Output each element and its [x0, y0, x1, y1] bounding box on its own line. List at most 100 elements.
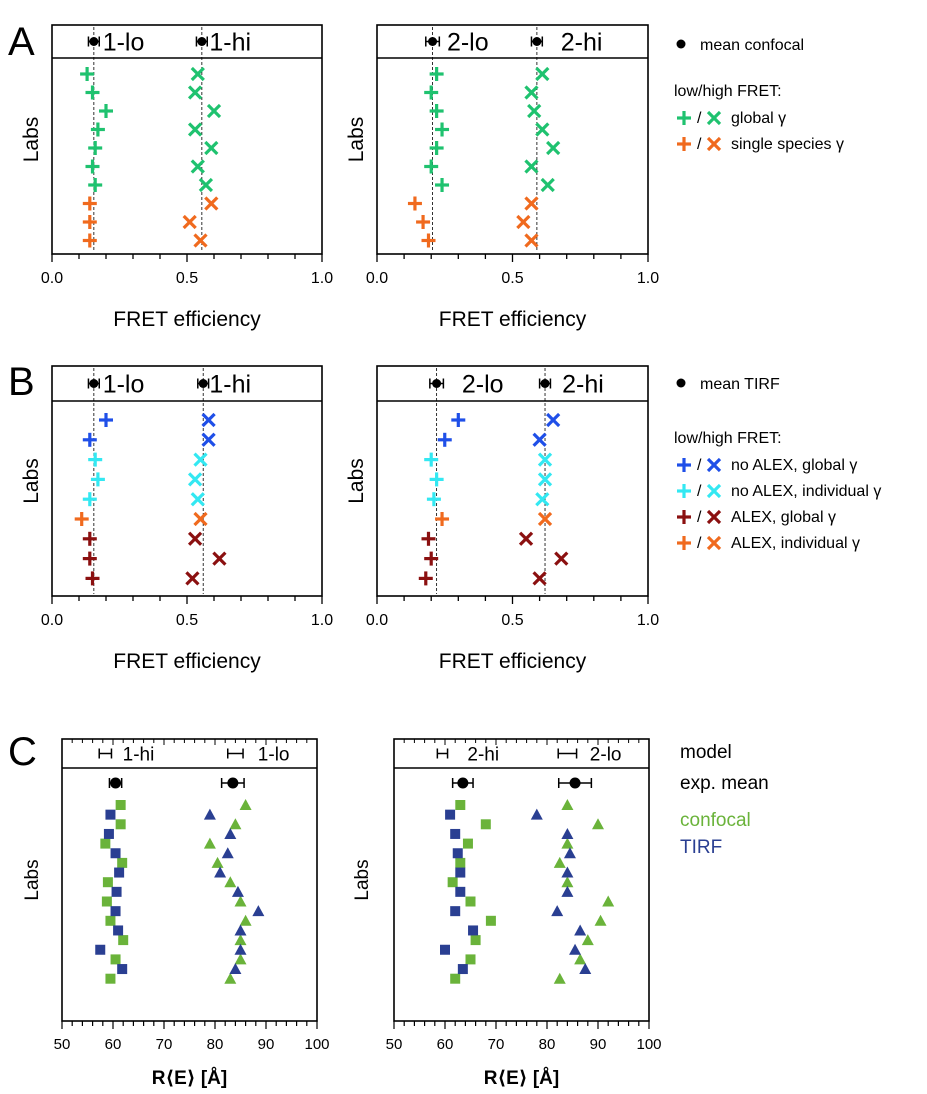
plot-frame: [393, 738, 650, 1022]
y-axis-label: Labs: [22, 859, 43, 900]
tirf-triangle: [229, 963, 242, 975]
tirf-triangle: [214, 866, 227, 878]
high-fret-marker: [204, 196, 219, 211]
confocal-square: [465, 896, 476, 907]
high-fret-marker-b: [193, 511, 208, 527]
tirf-triangle: [551, 905, 564, 917]
low-fret-marker: [85, 571, 100, 586]
x-tick-label: 0.0: [41, 270, 63, 287]
exp-mean-point-2: [227, 777, 239, 789]
low-fret-marker: [82, 233, 97, 248]
model-errorbar-1: [436, 748, 449, 759]
tirf-triangle: [203, 808, 216, 820]
legend-c-exp-mean: exp. mean: [680, 773, 769, 794]
tirf-square: [450, 906, 461, 917]
header-label-1: 2-lo: [447, 29, 489, 57]
confocal-triangle: [234, 934, 247, 946]
confocal-triangle: [574, 953, 587, 965]
low-fret-marker: [99, 104, 113, 118]
high-fret-marker-b: [212, 551, 227, 566]
high-fret-marker: [527, 103, 542, 119]
x-tick-label: 80: [207, 1036, 224, 1053]
legend-cross-marker: [706, 136, 722, 152]
high-fret-marker: [193, 233, 208, 248]
x-tick-label: 0.0: [366, 612, 388, 629]
confocal-square: [462, 838, 473, 849]
mean-point-2: [198, 379, 208, 388]
low-fret-marker: [424, 452, 439, 467]
high-fret-marker-b: [193, 233, 208, 248]
confocal-square: [105, 915, 116, 926]
high-fret-marker-b: [532, 432, 547, 447]
legend-entry-label: ALEX, global γ: [731, 509, 836, 526]
legend-plus-marker: [677, 536, 691, 550]
high-fret-marker-b: [537, 452, 553, 467]
x-tick-label: 60: [437, 1036, 454, 1053]
tirf-square: [440, 944, 450, 955]
legend-cross-marker-b: [706, 509, 722, 525]
tirf-square: [452, 848, 463, 859]
low-fret-marker: [99, 413, 113, 427]
high-fret-marker: [516, 214, 531, 230]
low-fret-marker: [90, 472, 105, 487]
model-errorbar-2: [557, 748, 578, 759]
high-fret-marker-b: [187, 122, 203, 137]
tirf-triangle: [561, 866, 574, 878]
confocal-square: [100, 838, 111, 849]
x-tick-label: 50: [386, 1036, 403, 1053]
x-tick-label: 90: [258, 1036, 275, 1053]
x-tick-label: 50: [54, 1036, 71, 1053]
high-fret-marker-b: [532, 571, 547, 586]
confocal-triangle: [553, 972, 566, 984]
x-axis-label: FRET efficiency: [113, 308, 261, 331]
low-fret-marker: [424, 85, 439, 100]
high-fret-marker: [535, 66, 550, 82]
x-axis-label: FRET efficiency: [439, 308, 587, 331]
x-tick-label: 0.5: [176, 270, 198, 287]
header-label-2: 1-lo: [258, 745, 290, 766]
y-axis-label: Labs: [20, 458, 43, 504]
model-errorbar-1: [98, 748, 113, 759]
high-fret-marker: [201, 412, 216, 428]
x-tick-label: 1.0: [311, 270, 333, 287]
high-fret-marker: [518, 531, 534, 546]
high-fret-marker-b: [190, 492, 205, 507]
exp-mean-point-2: [569, 777, 581, 789]
x-tick-label: 70: [488, 1036, 505, 1053]
confocal-triangle: [229, 818, 242, 830]
confocal-triangle: [203, 837, 216, 849]
low-fret-marker: [437, 432, 452, 447]
low-fret-marker: [426, 492, 441, 507]
confocal-triangle: [594, 914, 607, 926]
y-axis-label: Labs: [352, 859, 373, 900]
low-fret-marker: [90, 122, 105, 137]
high-fret-marker-b: [516, 214, 531, 230]
confocal-square: [470, 935, 481, 946]
low-fret-marker: [421, 531, 436, 546]
legend-plus-marker: [677, 484, 691, 498]
x-tick-label: 100: [304, 1036, 329, 1053]
tirf-square: [457, 964, 468, 975]
high-fret-marker: [187, 122, 203, 137]
high-fret-marker-b: [554, 551, 569, 566]
low-fret-marker: [85, 159, 100, 174]
confocal-square: [118, 935, 129, 946]
low-fret-marker: [429, 141, 444, 155]
tirf-triangle: [561, 885, 574, 897]
tirf-square: [110, 848, 121, 859]
low-fret-marker: [82, 551, 97, 566]
legend-entry-label: no ALEX, global γ: [731, 457, 857, 474]
x-tick-label: 90: [590, 1036, 607, 1053]
header-label-1: 2-lo: [462, 371, 504, 399]
header-label-1: 1-lo: [103, 371, 145, 399]
confocal-triangle: [224, 876, 237, 888]
high-fret-marker: [532, 571, 547, 586]
high-fret-marker: [537, 472, 553, 487]
high-fret-marker-b: [201, 412, 216, 428]
confocal-triangle: [239, 799, 252, 810]
confocal-square: [465, 954, 476, 965]
legend-a-heading: low/high FRET:: [674, 83, 782, 100]
legend-b: mean TIRF low/high FRET: / no ALEX, globa…: [674, 376, 881, 552]
legend-cross-marker: [706, 535, 722, 551]
low-fret-marker: [88, 452, 103, 467]
